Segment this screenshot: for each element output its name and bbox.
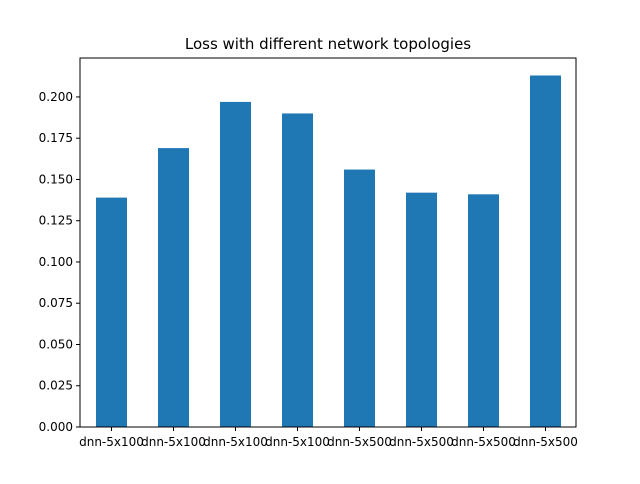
y-tick-label: 0.125: [39, 214, 73, 228]
bar: [530, 75, 561, 428]
y-tick-label: 0.175: [39, 131, 73, 145]
y-tick-label: 0.050: [39, 337, 73, 351]
plot-frame: [79, 57, 577, 428]
bar: [282, 113, 313, 427]
bar: [344, 169, 375, 427]
y-tick-label: 0.150: [39, 172, 73, 186]
x-tick-label: dnn-5x500: [327, 435, 392, 449]
x-tick-label: dnn-5x500: [451, 435, 516, 449]
x-tick-label: dnn-5x100: [203, 435, 268, 449]
x-tick-label: dnn-5x500: [513, 435, 578, 449]
y-tick-label: 0.100: [39, 255, 73, 269]
axes-layer: [79, 57, 577, 428]
x-tick-label: dnn-5x100: [79, 435, 144, 449]
y-tick-label: 0.200: [39, 90, 73, 104]
x-tick-label: dnn-5x100: [265, 435, 330, 449]
y-tick-label: 0.075: [39, 296, 73, 310]
bar: [158, 148, 189, 427]
bar: [468, 194, 499, 427]
y-axis: 0.000 0.025 0.050 0.075 0.100 0.125 0.150 0.175…: [39, 90, 80, 434]
bar: [96, 197, 127, 427]
bar: [220, 101, 251, 428]
bars-layer: [96, 75, 561, 428]
x-tick-label: dnn-5x500: [389, 435, 454, 449]
chart-title: Loss with different network topologies: [185, 35, 471, 53]
x-tick-label: dnn-5x100: [141, 435, 206, 449]
y-tick-label: 0.025: [39, 379, 73, 393]
y-tick-label: 0.000: [39, 420, 73, 434]
bar: [406, 192, 437, 427]
x-axis: dnn-5x100dnn-5x100dnn-5x100dnn-5x100dnn-…: [79, 427, 578, 449]
